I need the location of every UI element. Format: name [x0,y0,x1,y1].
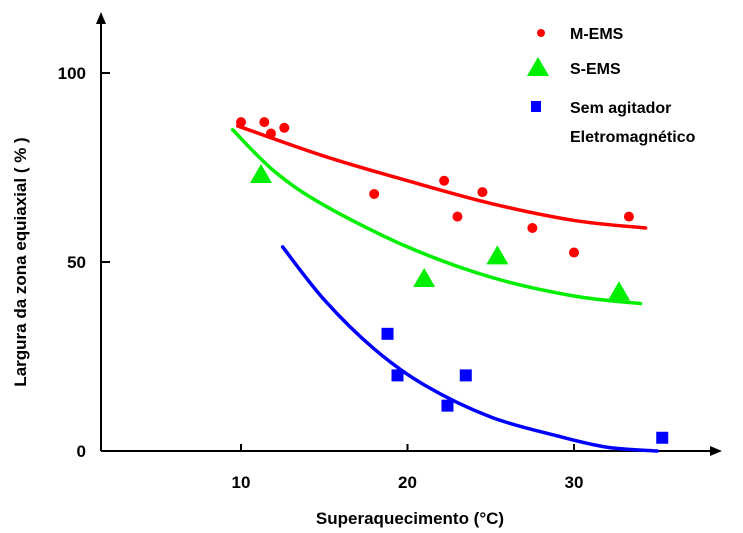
data-point-sem-agitador [459,369,472,382]
data-point-s-ems [486,245,509,265]
y-tick-label: 50 [67,253,86,272]
x-axis-title: Superaquecimento (°C) [316,509,504,528]
y-tick-label: 0 [77,442,86,461]
y-axis-title: Largura da zona equiaxial ( % ) [11,137,30,386]
legend-label-s-ems: S-EMS [570,61,621,78]
data-point-m-ems [569,247,579,258]
data-point-m-ems [236,117,246,128]
data-point-m-ems [265,128,276,139]
legend-marker-m-ems [537,29,545,37]
data-point-sem-agitador [381,327,394,340]
data-point-m-ems [623,211,634,222]
data-point-m-ems [477,187,488,198]
data-point-s-ems [249,164,272,184]
data-point-m-ems [369,188,380,199]
fit-line-m-ems [235,124,648,230]
x-tick-label: 10 [232,473,251,492]
data-point-m-ems [259,117,270,128]
data-point-m-ems [439,175,450,186]
data-point-m-ems [279,122,290,133]
data-point-m-ems [527,222,538,233]
legend-label-m-ems: M-EMS [570,26,624,43]
data-point-sem-agitador [441,399,454,412]
ticks: 10 20 30 0 50 100 [58,64,584,492]
x-axis-arrow [710,446,722,456]
x-tick-label: 20 [398,473,417,492]
legend-marker-s-ems [527,57,549,76]
legend-label-sem-agitador: Sem agitador [570,100,671,117]
data-point-sem-agitador [391,369,404,382]
fit-line-sem-agitador [280,245,659,453]
data-point-sem-agitador [656,431,669,444]
fit-line-s-ems [230,127,643,306]
legend-label-sem-agitador-line2: Eletromagnético [570,129,696,146]
y-tick-label: 100 [58,64,86,83]
legend-marker-sem-agitador [531,101,541,112]
data-points [236,117,669,444]
x-tick-label: 30 [565,473,584,492]
data-point-s-ems [607,281,630,301]
axes [96,12,722,456]
data-point-m-ems [452,211,463,222]
data-point-s-ems [413,268,436,288]
y-axis-arrow [96,12,106,24]
legend: M-EMS S-EMS Sem agitador Eletromagnético [527,26,696,146]
